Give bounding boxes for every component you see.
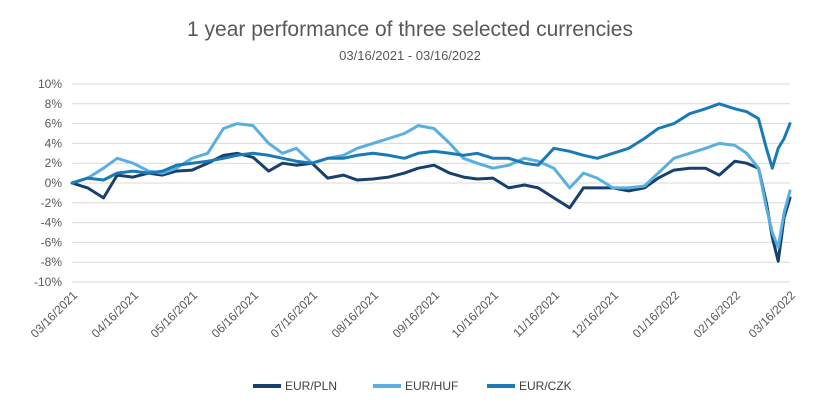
- chart-title: 1 year performance of three selected cur…: [187, 18, 633, 41]
- legend-label-eur-czk: EUR/CZK: [519, 379, 572, 393]
- y-tick-label: -2%: [41, 196, 63, 210]
- series-lines: [70, 102, 792, 263]
- y-tick-label: 8%: [45, 97, 63, 111]
- legend-label-eur-huf: EUR/HUF: [405, 379, 458, 393]
- x-tick-label: 08/16/2021: [329, 288, 382, 341]
- x-tick-label: 09/16/2021: [390, 288, 443, 341]
- legend-label-eur-pln: EUR/PLN: [285, 379, 337, 393]
- y-tick-label: 6%: [45, 117, 63, 131]
- series-line-eur-czk: [70, 102, 792, 185]
- y-tick-label: 10%: [38, 77, 62, 91]
- y-tick-label: -8%: [41, 255, 63, 269]
- y-tick-label: -10%: [34, 275, 62, 289]
- y-axis-ticks: 10% 8% 6% 4% 2% 0% -2% -4% -6% -8% -10%: [34, 77, 62, 289]
- y-tick-label: -6%: [41, 235, 63, 249]
- x-tick-label: 07/16/2021: [268, 288, 321, 341]
- x-tick-label: 04/16/2021: [89, 288, 142, 341]
- x-tick-label: 02/16/2022: [691, 288, 744, 341]
- gridlines: [72, 83, 790, 283]
- x-tick-label: 05/16/2021: [148, 288, 201, 341]
- series-line-eur-pln: [70, 151, 792, 263]
- y-tick-label: -4%: [41, 216, 63, 230]
- chart-subtitle: 03/16/2021 - 03/16/2022: [339, 48, 481, 63]
- y-tick-label: 4%: [45, 136, 63, 150]
- y-tick-label: 2%: [45, 156, 63, 170]
- x-tick-label: 06/16/2021: [209, 288, 262, 341]
- x-tick-label: 03/16/2021: [28, 288, 81, 341]
- x-axis-ticks: 03/16/2021 04/16/2021 05/16/2021 06/16/2021…: [28, 288, 799, 341]
- y-tick-label: 0%: [45, 176, 63, 190]
- legend: EUR/PLN EUR/HUF EUR/CZK: [253, 379, 572, 393]
- x-tick-label: 11/16/2021: [510, 288, 562, 340]
- x-tick-label: 10/16/2021: [449, 288, 502, 341]
- x-tick-label: 12/16/2021: [569, 288, 622, 341]
- series-line-eur-huf: [70, 122, 792, 249]
- x-tick-label: 01/16/2022: [630, 288, 683, 341]
- x-tick-label: 03/16/2022: [746, 288, 799, 341]
